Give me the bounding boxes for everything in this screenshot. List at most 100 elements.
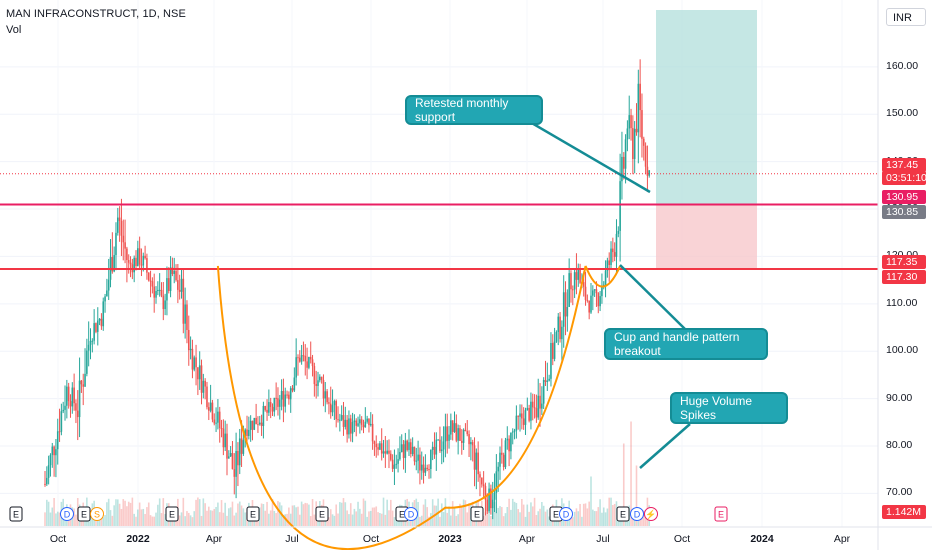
volume-bar bbox=[355, 511, 358, 526]
volume-bar bbox=[295, 507, 297, 526]
split-marker[interactable] bbox=[90, 507, 104, 521]
candle-body bbox=[217, 411, 219, 423]
candle-body bbox=[151, 281, 154, 287]
dividend-marker[interactable] bbox=[630, 507, 644, 521]
callout-arrow bbox=[639, 423, 691, 469]
earnings-marker[interactable] bbox=[9, 506, 23, 522]
candle-body bbox=[377, 447, 379, 450]
candle-body bbox=[360, 419, 363, 425]
volume-legend[interactable]: Vol bbox=[6, 24, 22, 36]
volume-bar bbox=[431, 499, 434, 526]
candle-body bbox=[493, 492, 496, 500]
candle-body bbox=[80, 380, 83, 385]
candle-body bbox=[315, 384, 317, 386]
resistance-price-tag: 130.95 bbox=[882, 190, 926, 204]
earnings-marker[interactable] bbox=[165, 506, 179, 522]
volume-bar bbox=[217, 502, 219, 526]
volume-bar bbox=[369, 510, 372, 526]
candle-body bbox=[295, 357, 297, 378]
earnings-marker[interactable] bbox=[714, 506, 728, 522]
candle-body bbox=[335, 401, 337, 420]
candle-body bbox=[550, 342, 552, 379]
dividend-marker[interactable] bbox=[559, 507, 573, 521]
candle-body bbox=[238, 438, 241, 466]
volume-bar bbox=[124, 500, 126, 526]
candle-body bbox=[166, 278, 168, 301]
candle-body bbox=[195, 357, 197, 368]
volume-bar bbox=[244, 512, 246, 526]
candle-body bbox=[601, 287, 603, 297]
candle-body bbox=[184, 304, 186, 324]
candle-body bbox=[572, 289, 574, 291]
volume-bar bbox=[162, 498, 165, 526]
dividend-marker[interactable] bbox=[404, 507, 418, 521]
volume-bar bbox=[593, 511, 596, 526]
candle-body bbox=[69, 401, 72, 407]
candle-body bbox=[486, 499, 489, 512]
volume-bar bbox=[189, 515, 192, 526]
volume-bar bbox=[209, 510, 212, 526]
candle-body bbox=[390, 453, 392, 460]
candle-body bbox=[375, 443, 378, 448]
volume-bar bbox=[453, 507, 456, 526]
earnings-marker[interactable] bbox=[616, 506, 630, 522]
volume-bar bbox=[364, 500, 367, 526]
candle-body bbox=[284, 394, 287, 407]
candle-body bbox=[308, 356, 310, 368]
callout-retest[interactable]: Retested monthly support bbox=[405, 95, 543, 125]
candle-body bbox=[491, 499, 494, 509]
flash-icon[interactable] bbox=[644, 507, 658, 521]
volume-bar bbox=[187, 512, 190, 526]
candle-body bbox=[282, 390, 285, 407]
volume-bar bbox=[53, 497, 55, 526]
candle-body bbox=[351, 422, 354, 434]
earnings-marker[interactable] bbox=[246, 506, 260, 522]
symbol-title[interactable]: MAN INFRACONSTRUCT, 1D, NSE bbox=[6, 8, 186, 20]
candle-body bbox=[104, 296, 106, 302]
candle-body bbox=[278, 399, 281, 407]
y-tick-label: 160.00 bbox=[886, 59, 919, 72]
candle-body bbox=[186, 304, 188, 330]
volume-bar bbox=[342, 498, 345, 526]
candle-body bbox=[155, 291, 157, 298]
currency-button[interactable]: INR bbox=[886, 8, 926, 26]
volume-bar bbox=[313, 514, 316, 526]
dividend-marker[interactable] bbox=[60, 507, 74, 521]
countdown-tag: 03:51:10 bbox=[882, 171, 927, 185]
candle-body bbox=[477, 452, 479, 475]
candle-body bbox=[235, 450, 237, 477]
earnings-marker[interactable] bbox=[470, 506, 484, 522]
volume-bar bbox=[371, 507, 374, 526]
callout-volume[interactable]: Huge Volume Spikes bbox=[670, 392, 788, 424]
volume-bar bbox=[570, 515, 572, 526]
candle-body bbox=[479, 474, 481, 478]
volume-bar bbox=[368, 511, 370, 526]
callout-cup-breakout[interactable]: Cup and handle pattern breakout bbox=[604, 328, 768, 360]
volume-bar bbox=[572, 517, 574, 526]
volume-bar bbox=[582, 503, 585, 526]
earnings-marker[interactable] bbox=[315, 506, 329, 522]
candle-body bbox=[501, 452, 503, 455]
candle-body bbox=[502, 454, 505, 468]
y-tick-label: 70.00 bbox=[886, 486, 913, 499]
candle-body bbox=[146, 258, 148, 273]
volume-bar bbox=[573, 511, 576, 526]
candle-body bbox=[348, 418, 350, 435]
volume-bar bbox=[601, 512, 603, 526]
event-marker-label: E bbox=[13, 510, 19, 520]
volume-bar bbox=[160, 513, 163, 526]
handle-curve[interactable] bbox=[584, 265, 622, 288]
y-tick-label: 100.00 bbox=[886, 344, 919, 357]
candle-body bbox=[555, 332, 558, 342]
candle-body bbox=[504, 440, 507, 468]
candle-body bbox=[406, 440, 408, 450]
volume-bar bbox=[522, 504, 525, 526]
volume-bar bbox=[340, 502, 343, 526]
candle-body bbox=[562, 292, 565, 327]
candle-body bbox=[115, 232, 117, 256]
volume-bar bbox=[462, 499, 465, 526]
cup-curve[interactable] bbox=[216, 265, 587, 550]
candle-body bbox=[433, 446, 436, 455]
candle-body bbox=[275, 397, 277, 399]
